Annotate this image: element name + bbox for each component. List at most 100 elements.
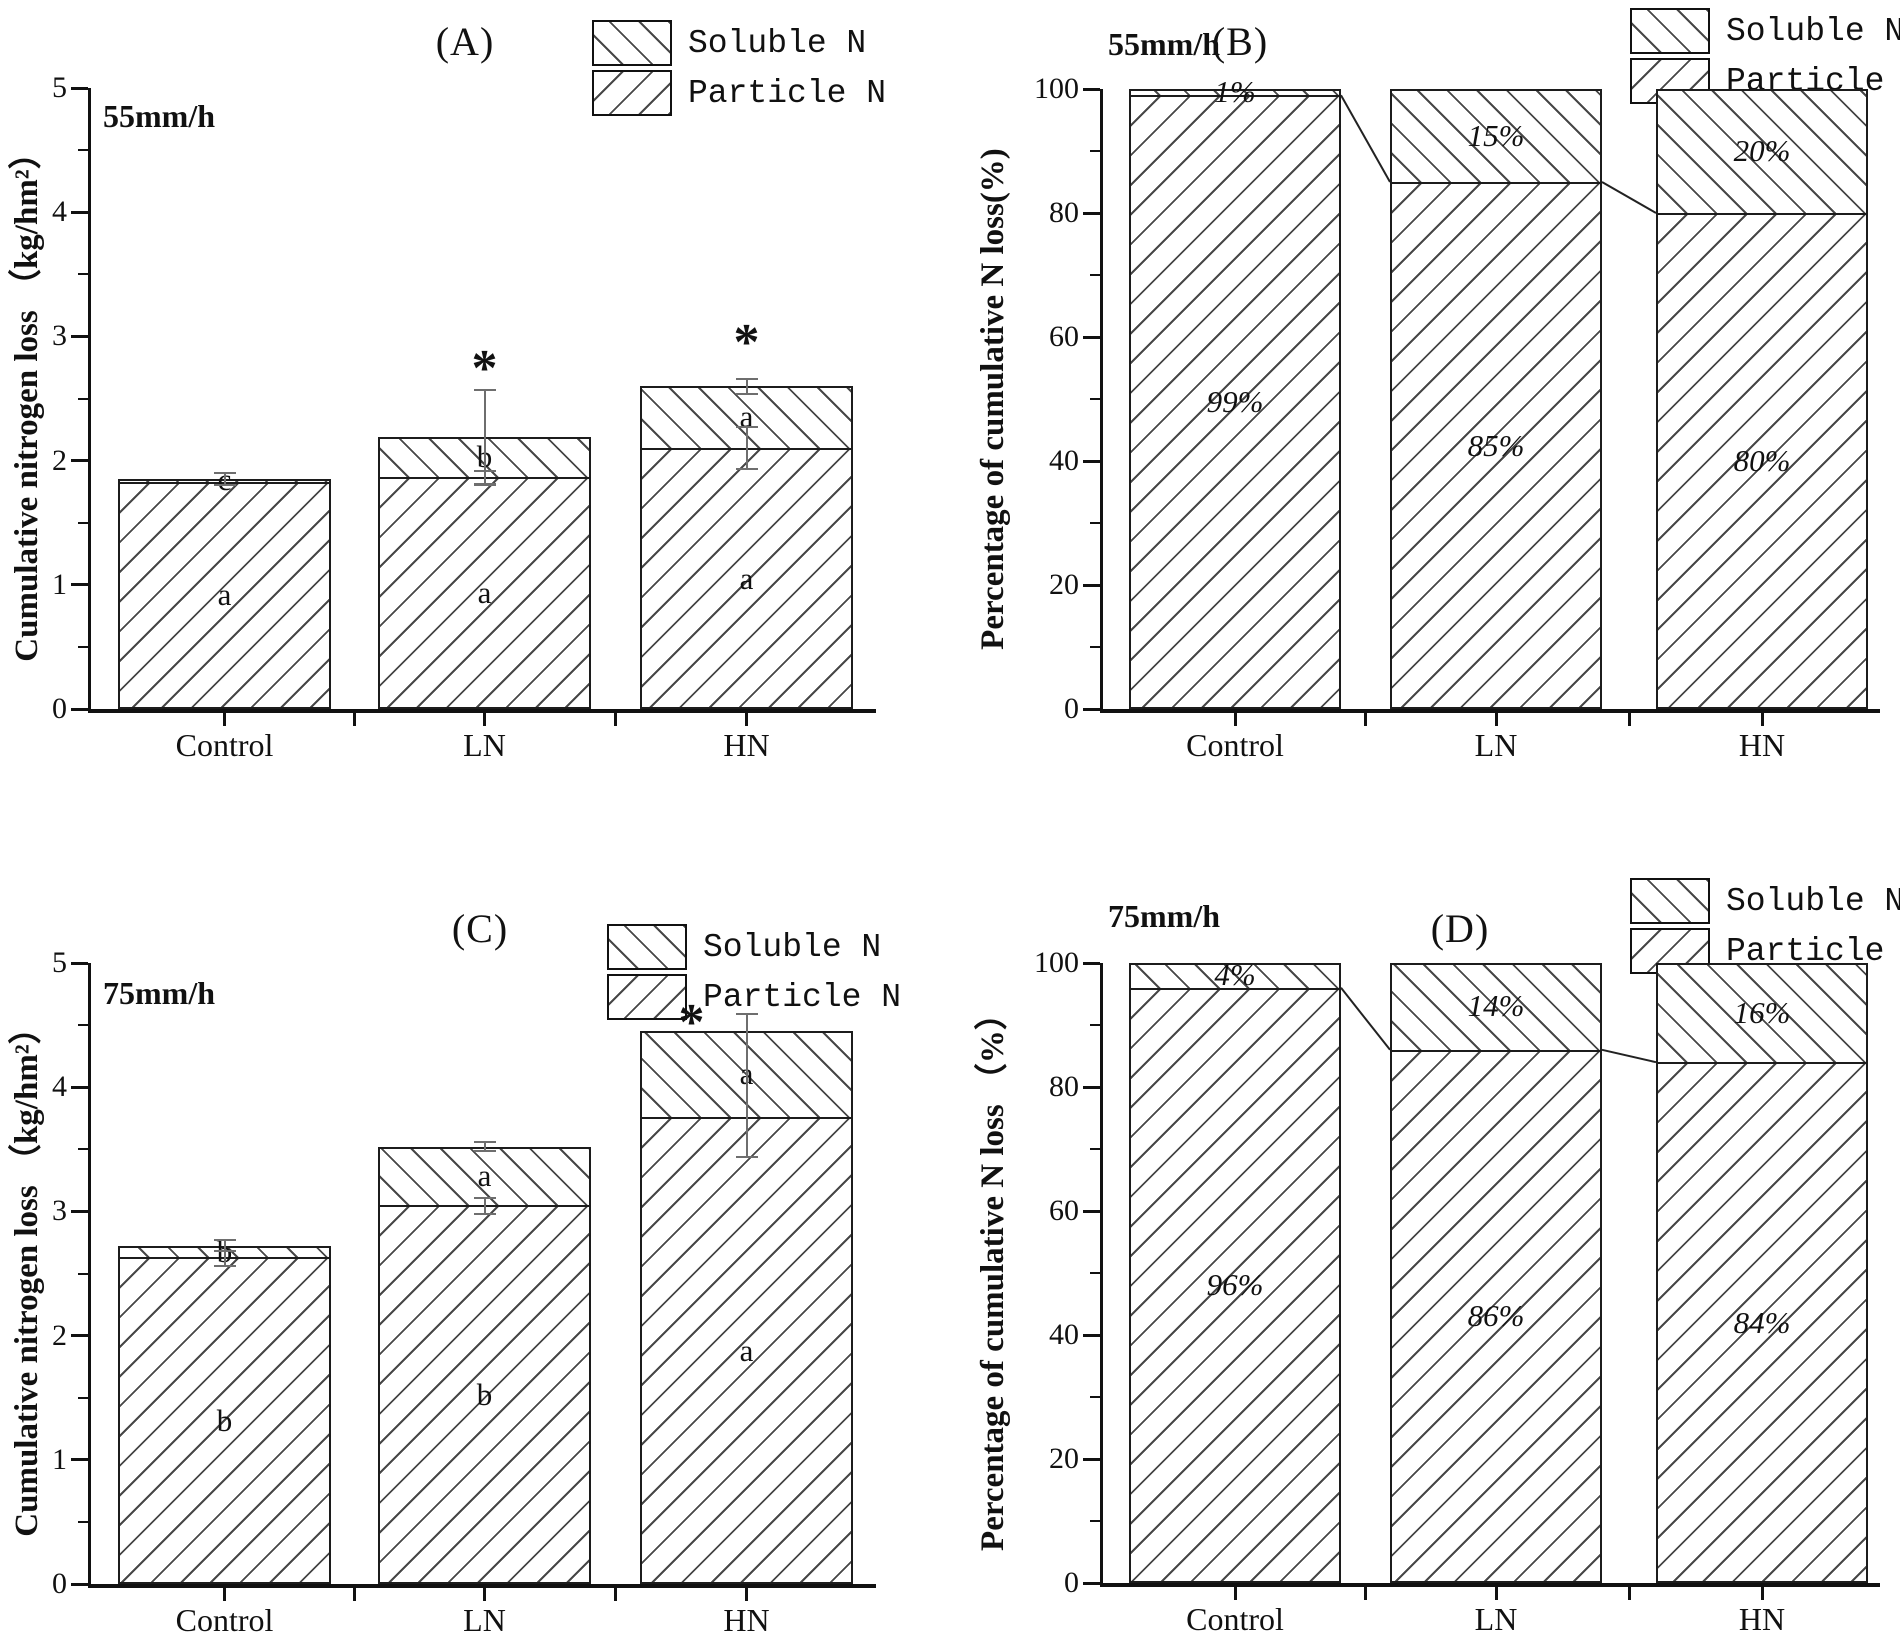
x-category-label: HN <box>723 727 770 763</box>
segment-particle-n <box>1131 989 1339 1581</box>
y-tick-label: 0 <box>52 692 67 725</box>
error-bar-line <box>223 1251 226 1267</box>
rain-intensity-label-d: 75mm/h <box>1108 898 1220 934</box>
error-bar-cap <box>473 484 496 487</box>
y-axis-minor-tick <box>78 273 88 276</box>
y-axis-major-tick <box>71 86 88 90</box>
y-tick-label: 80 <box>1049 1070 1079 1103</box>
y-axis-minor-tick <box>1090 522 1100 524</box>
panel-c-title: (C) <box>451 906 509 951</box>
x-axis-major-tick <box>745 709 748 726</box>
panel-a-title: (A) <box>435 19 495 64</box>
sig-letter-particle: b <box>476 1376 493 1412</box>
percent-label-soluble: 1% <box>1214 74 1256 110</box>
y-axis-minor-tick <box>78 149 88 152</box>
segment-soluble-n <box>1131 91 1339 98</box>
sig-letter-particle: a <box>477 574 492 610</box>
y-axis-major-tick <box>71 1334 88 1338</box>
y-tick-label: 1 <box>52 567 67 601</box>
segment-soluble-n <box>1392 965 1600 1052</box>
sig-letter-soluble: a <box>477 1158 492 1193</box>
sig-letter-particle: a <box>739 1332 754 1368</box>
segment-particle-n <box>380 478 589 707</box>
y-axis-title-c: Cumulative nitrogen loss （kg/hm²） <box>9 1011 45 1537</box>
y-axis-minor-tick <box>78 1272 88 1275</box>
legend-label: Soluble N <box>1726 13 1900 50</box>
y-axis-major-tick <box>1083 961 1100 965</box>
y-axis-major-tick <box>1083 707 1100 711</box>
segment-particle-n <box>1392 1051 1600 1581</box>
y-tick-label: 40 <box>1049 1318 1079 1351</box>
y-axis-minor-tick <box>1090 1520 1100 1522</box>
segment-soluble-n <box>1131 965 1339 990</box>
y-axis-major-tick <box>1083 335 1100 339</box>
y-axis-minor-tick <box>78 521 88 524</box>
segment-particle-n <box>1392 184 1600 707</box>
sig-letter-particle: a <box>217 577 232 613</box>
x-axis-major-tick <box>483 1584 486 1601</box>
plot-area-c: 012345ControlLNHNbbabaa* <box>52 946 876 1638</box>
x-axis-minor-tick <box>1364 709 1367 726</box>
y-axis-minor-tick <box>78 645 88 648</box>
y-axis-major-tick <box>1083 211 1100 215</box>
stacked-bar-hn <box>1656 89 1868 709</box>
y-axis-major-tick <box>71 210 88 214</box>
x-axis-major-tick <box>1233 1583 1237 1600</box>
stacked-bar-hn <box>1656 963 1868 1583</box>
y-axis-major-tick <box>71 583 88 587</box>
x-axis-major-tick <box>1760 1583 1764 1600</box>
y-tick-label: 100 <box>1034 72 1079 105</box>
segment-particle-n <box>642 450 851 707</box>
segment-particle-n <box>380 1207 589 1582</box>
error-bar-line <box>483 1141 486 1151</box>
x-axis-major-tick <box>1494 1583 1498 1600</box>
y-axis-minor-tick <box>1090 274 1100 276</box>
y-axis-major-tick <box>71 961 88 965</box>
y-tick-label: 2 <box>52 1318 67 1352</box>
y-axis-minor-tick <box>1090 1272 1100 1274</box>
error-bar-cap <box>213 1265 236 1268</box>
y-axis-minor-tick <box>78 1024 88 1027</box>
segment-particle-n <box>120 1259 329 1582</box>
error-bar-cap <box>473 1149 496 1152</box>
y-axis-minor-tick <box>78 1148 88 1151</box>
x-category-label: LN <box>1474 1601 1518 1637</box>
legend-swatch-soluble <box>1630 878 1710 924</box>
y-axis-minor-tick <box>1090 1148 1100 1150</box>
y-tick-label: 0 <box>1064 1566 1079 1599</box>
error-bar-cap <box>473 1196 496 1199</box>
y-axis-major-tick <box>1083 87 1100 91</box>
error-bar-cap <box>213 1250 236 1253</box>
stacked-bar-ln <box>378 1146 591 1584</box>
y-axis-minor-tick <box>78 397 88 400</box>
percent-label-soluble: 15% <box>1467 117 1525 153</box>
legend-label: Particle N <box>688 75 887 112</box>
error-bar-cap <box>213 472 236 475</box>
x-category-label: LN <box>463 727 506 763</box>
percent-label-soluble: 16% <box>1733 994 1791 1030</box>
legend-swatch-soluble <box>592 20 672 66</box>
y-tick-label: 80 <box>1049 196 1079 229</box>
error-bar-cap <box>473 1140 496 1143</box>
error-bar-line <box>483 389 486 485</box>
y-tick-label: 60 <box>1049 320 1079 353</box>
legend-swatch-particle <box>592 70 672 116</box>
rain-intensity-label-b: 55mm/h <box>1108 26 1220 62</box>
x-axis-major-tick <box>223 1584 226 1601</box>
x-axis-minor-tick <box>1627 709 1631 726</box>
y-tick-label: 3 <box>52 1194 67 1228</box>
error-bar-line <box>745 427 748 470</box>
y-axis-major-tick <box>1083 1457 1100 1461</box>
y-tick-label: 40 <box>1049 444 1079 477</box>
y-axis-major-tick <box>71 1085 88 1089</box>
plot-area-d: 0 20 40 60 80 100 Control LN HN 4% 96% 14% 86% 16% 84% <box>1034 946 1880 1637</box>
percent-label-particle: 96% <box>1206 1267 1264 1303</box>
error-bar-line <box>223 473 226 486</box>
error-bar-cap <box>473 388 496 391</box>
error-bar-cap <box>473 1212 496 1215</box>
x-category-label: Control <box>175 1602 274 1638</box>
y-axis-minor-tick <box>1090 1024 1100 1026</box>
x-category-label: HN <box>723 1602 770 1638</box>
legend-label: Particle N <box>703 979 902 1016</box>
